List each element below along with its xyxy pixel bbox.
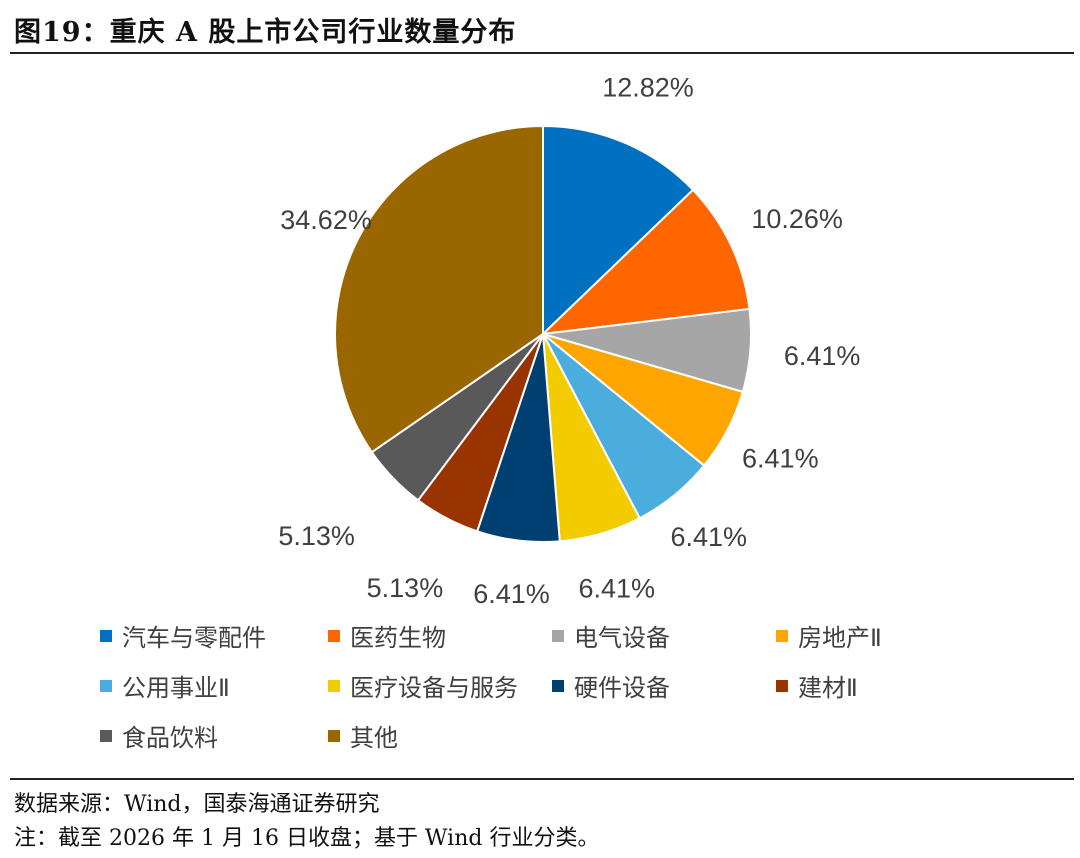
- legend-swatch: [328, 679, 340, 692]
- chart-title: 图19：重庆 A 股上市公司行业数量分布: [14, 17, 517, 48]
- slice-data-label: 5.13%: [367, 573, 444, 603]
- legend-label: 医疗设备与服务: [350, 674, 518, 702]
- slice-data-label: 12.82%: [602, 72, 694, 102]
- pie-slice: [540, 188, 751, 336]
- slice-data-label: 6.41%: [742, 444, 819, 474]
- slice-data-label: 6.41%: [670, 522, 747, 552]
- remark-note: 注：截至 2026 年 1 月 16 日收盘；基于 Wind 行业分类。: [14, 826, 600, 851]
- legend-swatch: [100, 679, 112, 692]
- legend-label: 公用事业Ⅱ: [122, 674, 230, 702]
- legend-item: 汽车与零配件: [100, 618, 266, 653]
- legend-swatch: [776, 679, 788, 692]
- legend-label: 食品饮料: [122, 724, 218, 752]
- slice-data-label: 6.41%: [473, 579, 550, 609]
- legend-label: 其他: [350, 724, 398, 752]
- legend-item: 硬件设备: [552, 668, 670, 703]
- legend-swatch: [552, 629, 564, 642]
- title-divider: [10, 52, 1074, 54]
- slice-data-label: 10.26%: [751, 204, 843, 234]
- legend-label: 建材Ⅱ: [798, 674, 858, 702]
- slice-data-label: 34.62%: [280, 205, 372, 235]
- legend-item: 公用事业Ⅱ: [100, 668, 230, 703]
- legend-item: 其他: [328, 718, 398, 753]
- legend-item: 房地产Ⅱ: [776, 618, 882, 653]
- slice-data-label: 5.13%: [278, 521, 355, 551]
- legend-label: 房地产Ⅱ: [798, 624, 882, 652]
- slice-data-label: 6.41%: [578, 574, 655, 604]
- legend-item: 电气设备: [552, 618, 670, 653]
- pie-slices: [334, 124, 752, 543]
- source-note: 数据来源：Wind，国泰海通证券研究: [14, 792, 380, 817]
- legend-label: 汽车与零配件: [122, 624, 266, 652]
- legend-item: 建材Ⅱ: [776, 668, 858, 703]
- legend-item: 医药生物: [328, 618, 446, 653]
- legend-swatch: [328, 629, 340, 642]
- pie-slice: [334, 124, 544, 454]
- legend-swatch: [328, 729, 340, 742]
- footer-divider: [10, 778, 1074, 780]
- pie-slice: [542, 124, 695, 337]
- legend-swatch: [100, 729, 112, 742]
- pie-chart: 12.82% 10.26% 6.41% 6.41% 6.41% 6.41% 6.41% 5.1…: [278, 72, 860, 609]
- legend-label: 硬件设备: [574, 674, 670, 702]
- legend-item: 医疗设备与服务: [328, 668, 518, 703]
- slice-data-label: 6.41%: [784, 341, 861, 371]
- legend-swatch: [776, 629, 788, 642]
- legend-item: 食品饮料: [100, 718, 218, 753]
- pie-data-labels: 12.82% 10.26% 6.41% 6.41% 6.41% 6.41% 6.41% 5.1…: [278, 72, 860, 609]
- legend-label: 医药生物: [350, 624, 446, 652]
- legend-label: 电气设备: [574, 624, 670, 652]
- legend-swatch: [100, 629, 112, 642]
- legend-swatch: [552, 679, 564, 692]
